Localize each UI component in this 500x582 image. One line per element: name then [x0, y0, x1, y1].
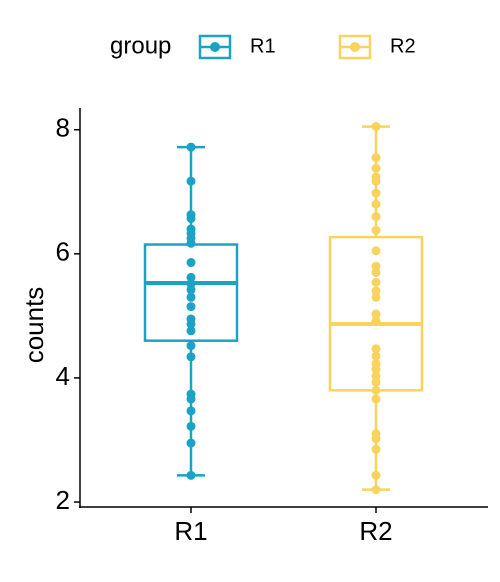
point: [186, 258, 196, 268]
legend-key: [350, 42, 360, 52]
point: [371, 394, 381, 404]
legend-title: group: [110, 32, 171, 59]
point: [371, 485, 381, 495]
point: [371, 309, 381, 319]
point: [371, 444, 381, 454]
x-tick-label: R1: [174, 516, 207, 546]
point: [186, 213, 196, 223]
x-tick-label: R2: [359, 516, 392, 546]
point: [371, 122, 381, 132]
point: [371, 292, 381, 302]
point: [371, 163, 381, 173]
point: [186, 272, 196, 282]
y-tick-label: 6: [56, 237, 70, 267]
legend-label: R2: [390, 35, 416, 57]
point: [371, 385, 381, 395]
point: [371, 246, 381, 256]
point: [371, 364, 381, 374]
point: [186, 319, 196, 329]
y-axis-label: counts: [19, 287, 49, 364]
point: [371, 286, 381, 296]
point: [186, 176, 196, 186]
point: [371, 277, 381, 287]
point: [186, 470, 196, 480]
point: [186, 341, 196, 351]
point: [371, 153, 381, 163]
point: [186, 406, 196, 416]
point: [186, 292, 196, 302]
y-tick-label: 2: [56, 485, 70, 515]
point: [186, 285, 196, 295]
legend-key: [210, 42, 220, 52]
point: [371, 212, 381, 222]
legend-label: R1: [250, 35, 276, 57]
point: [371, 176, 381, 186]
point: [186, 326, 196, 336]
y-tick-label: 4: [56, 361, 70, 391]
point: [371, 188, 381, 198]
point: [371, 261, 381, 271]
point: [371, 199, 381, 209]
point: [186, 421, 196, 431]
point: [371, 371, 381, 381]
point: [371, 267, 381, 277]
y-tick-label: 8: [56, 113, 70, 143]
point: [186, 352, 196, 362]
point: [186, 302, 196, 312]
point: [371, 434, 381, 444]
point: [186, 142, 196, 152]
point: [371, 316, 381, 326]
point: [371, 377, 381, 387]
point: [371, 351, 381, 361]
point: [186, 394, 196, 404]
point: [371, 344, 381, 354]
point: [371, 470, 381, 480]
point: [186, 279, 196, 289]
point: [186, 238, 196, 248]
point: [371, 225, 381, 235]
point: [186, 438, 196, 448]
